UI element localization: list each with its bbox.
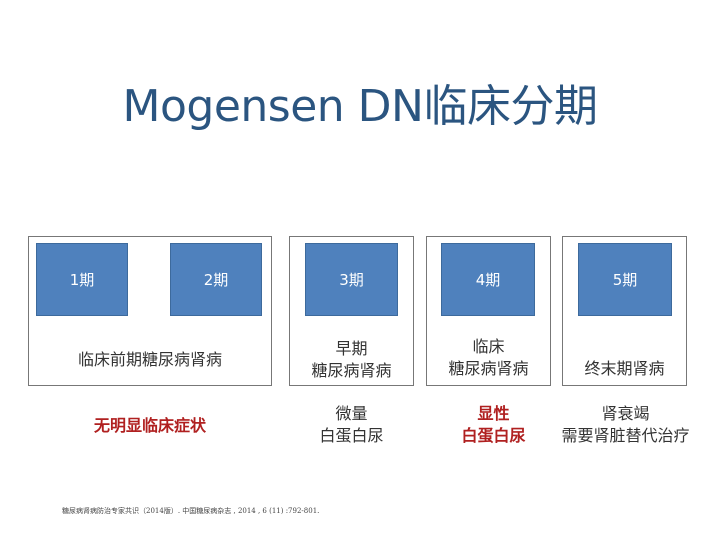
group-caption-preclinical: 临床前期糖尿病肾病 (28, 349, 272, 371)
note-overt-albuminuria: 显性 白蛋白尿 (426, 403, 561, 447)
reference-citation: 糖尿病肾病防治专家共识（2014版）. 中国糖尿病杂志 , 2014 , 6 (… (62, 507, 320, 515)
group-caption-esrd: 终末期肾病 (562, 358, 687, 380)
group-caption-early: 早期 糖尿病肾病 (289, 338, 414, 382)
stage-box-1: 1期 (36, 243, 128, 316)
stage-box-3: 3期 (305, 243, 398, 316)
caption-line: 糖尿病肾病 (448, 359, 529, 378)
note-line: 需要肾脏替代治疗 (561, 426, 690, 445)
stage-box-5: 5期 (578, 243, 672, 316)
page-title: Mogensen DN临床分期 (122, 81, 598, 132)
caption-line: 糖尿病肾病 (311, 361, 392, 380)
note-line: 微量 (335, 404, 368, 423)
note-line: 白蛋白尿 (461, 426, 526, 445)
note-renal-failure: 肾衰竭 需要肾脏替代治疗 (548, 403, 703, 447)
stage-box-4: 4期 (441, 243, 535, 316)
note-line: 白蛋白尿 (319, 426, 384, 445)
note-line: 肾衰竭 (601, 404, 650, 423)
note-microalbuminuria: 微量 白蛋白尿 (289, 403, 414, 447)
note-no-symptoms: 无明显临床症状 (60, 415, 240, 437)
caption-line: 早期 (335, 339, 368, 358)
note-line: 显性 (477, 404, 510, 423)
caption-line: 终末期肾病 (584, 359, 665, 378)
group-caption-clinical: 临床 糖尿病肾病 (426, 336, 551, 380)
note-line: 无明显临床症状 (93, 416, 206, 435)
caption-line: 临床前期糖尿病肾病 (77, 350, 222, 369)
stage-box-2: 2期 (170, 243, 262, 316)
caption-line: 临床 (472, 337, 505, 356)
